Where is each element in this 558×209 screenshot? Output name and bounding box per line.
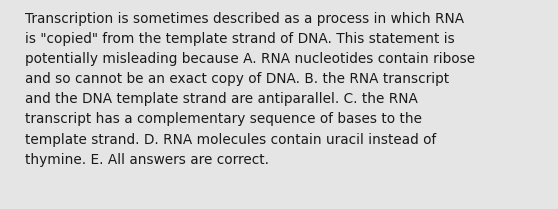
Text: Transcription is sometimes described as a process in which RNA
is "copied" from : Transcription is sometimes described as … (25, 12, 475, 167)
